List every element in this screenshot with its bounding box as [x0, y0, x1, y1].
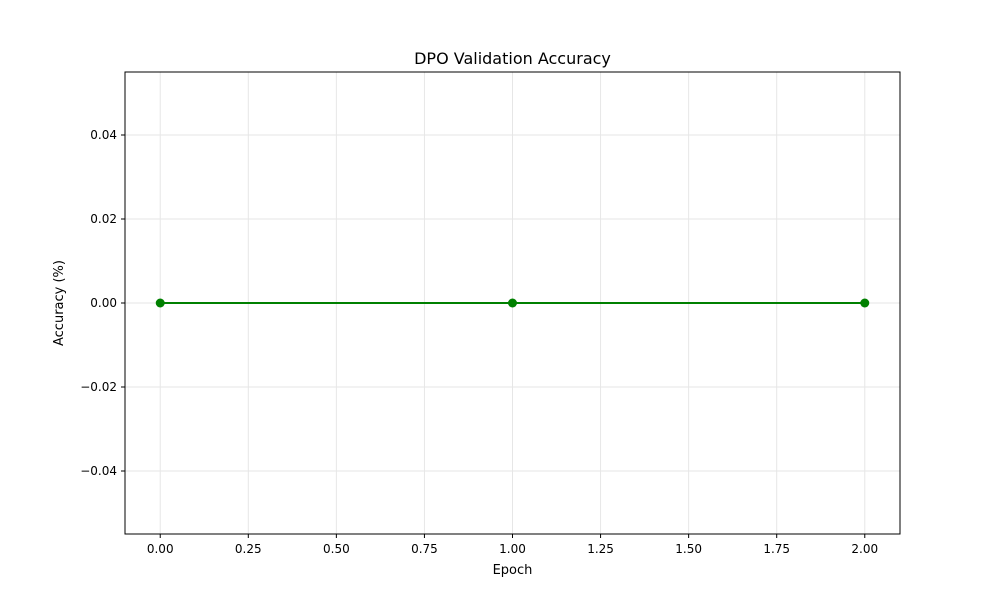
y-tick-label: −0.02	[80, 380, 117, 394]
x-tick-label: 0.75	[411, 542, 438, 556]
x-tick-label: 1.25	[587, 542, 614, 556]
data-point	[155, 298, 165, 308]
chart-title: DPO Validation Accuracy	[414, 49, 611, 68]
y-tick-label: 0.00	[90, 296, 117, 310]
x-tick-label: 0.00	[147, 542, 174, 556]
x-tick-label: 1.50	[675, 542, 702, 556]
x-tick-label: 0.50	[323, 542, 350, 556]
y-axis-label: Accuracy (%)	[52, 260, 67, 346]
x-tick-label: 0.25	[235, 542, 262, 556]
data-point	[860, 298, 870, 308]
x-axis-label: Epoch	[493, 563, 533, 578]
data-point	[508, 298, 517, 308]
x-tick-label: 1.75	[763, 542, 790, 556]
y-tick-label: 0.02	[90, 212, 117, 226]
series-layer	[155, 298, 870, 308]
x-tick-label: 2.00	[851, 542, 878, 556]
axis-ticks: 0.00 0.25 0.50 0.75 1.00 1.25 1.50 1.75 2.00 −0.0…	[80, 128, 878, 556]
x-tick-label: 1.00	[499, 542, 526, 556]
y-tick-label: −0.04	[80, 464, 117, 478]
y-tick-label: 0.04	[90, 128, 117, 142]
